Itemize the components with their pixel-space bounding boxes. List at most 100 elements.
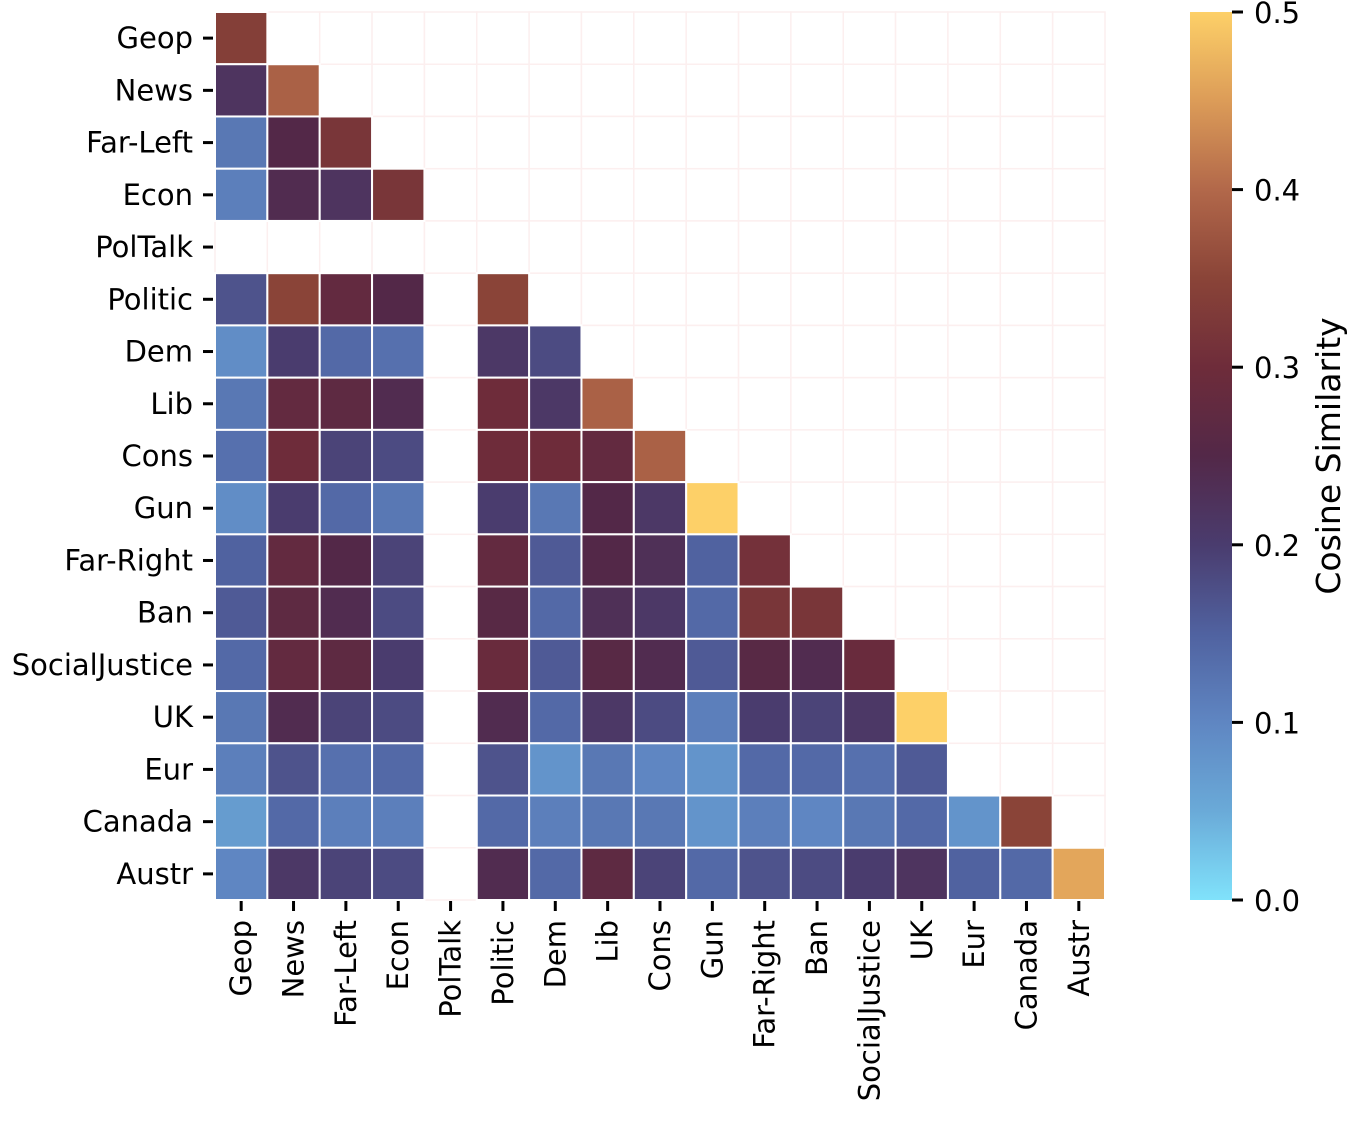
grid-cell-background (371, 115, 426, 170)
heatmap-cell-Politic-Econ (371, 272, 426, 327)
x-tick-label: SocialJustice (852, 920, 886, 1101)
grid-cell-background (1051, 533, 1106, 588)
grid-cell-background (947, 376, 1002, 431)
heatmap-cell-Lib-Dem (528, 376, 583, 431)
heatmap-cell-Dem-News (266, 324, 321, 379)
grid-cell-background (999, 742, 1054, 797)
grid-cell-background (685, 167, 740, 222)
grid-cell-background (894, 63, 949, 118)
y-tick-label: News (115, 73, 193, 107)
heatmap-cell-UK-Far-Left (318, 690, 374, 745)
heatmap-cell-Politic-News (266, 272, 321, 327)
heatmap-cell-Canada-Gun (685, 794, 740, 849)
heatmap-cell-Eur-Gun (685, 742, 740, 797)
heatmap-cell-UK-Geop (214, 690, 269, 745)
heatmap-cell-Canada-Geop (214, 794, 269, 849)
grid-cell-background (580, 272, 635, 327)
x-tick-label: Lib (591, 920, 625, 963)
heatmap-cell-UK-Ban (789, 690, 845, 745)
x-tick-label: Cons (643, 920, 677, 991)
grid-cell-background (580, 324, 635, 379)
grid-cell-background (423, 429, 478, 483)
heatmap-cell-Far-Left-News (266, 115, 321, 170)
heatmap-cell-Dem-Geop (214, 324, 269, 379)
grid-cell-background (685, 324, 740, 379)
grid-cell-background (790, 63, 844, 118)
y-tick-label: PolTalk (95, 230, 193, 264)
grid-cell-background (423, 742, 478, 797)
grid-cell-background (1051, 585, 1106, 640)
grid-cell-background (528, 167, 583, 222)
grid-cell-background (476, 167, 530, 222)
grid-cell-background (1051, 11, 1106, 65)
heatmap-cell-Dem-Econ (371, 324, 426, 379)
colorbar-tick-label: 0.0 (1254, 884, 1300, 918)
heatmap-cell-Canada-SocialJustice (842, 794, 897, 849)
grid-cell-background (423, 376, 478, 431)
heatmap-cell-SocialJustice-Econ (371, 637, 426, 693)
heatmap-cell-UK-Gun (685, 690, 740, 745)
y-axis-labels: Geop News Far-Left Econ PolTalk Politic Dem Lib… (12, 21, 213, 891)
heatmap-cell-Dem-Politic (475, 324, 531, 379)
grid-cell-background (947, 272, 1002, 327)
heatmap-cell-SocialJustice-Lib (580, 637, 635, 693)
grid-cell-background (947, 324, 1002, 379)
grid-cell-background (528, 115, 583, 170)
heatmap-cell-Econ-Econ (371, 167, 426, 222)
y-tick-label: Geop (117, 21, 193, 55)
grid-cell-background (685, 115, 740, 170)
grid-cell-background (790, 272, 844, 327)
grid-cell-background (528, 220, 583, 274)
grid-cell-background (947, 63, 1002, 118)
heatmap-cell-Far-Right-Gun (685, 533, 740, 588)
grid-cell-background (947, 220, 1002, 274)
grid-cell-background (685, 376, 740, 431)
y-tick-label: Lib (150, 387, 193, 421)
x-tick-label: Politic (486, 920, 520, 1006)
y-tick-label: SocialJustice (12, 648, 193, 682)
heatmap-cell-Austr-Austr (1051, 846, 1107, 902)
grid-cell-background (423, 324, 478, 379)
heatmap-cell-Far-Right-Lib (580, 533, 635, 588)
grid-cell-background (947, 638, 1002, 692)
grid-cell-background (685, 272, 740, 327)
heatmap-cell-Canada-Cons (632, 794, 688, 849)
grid-cell-background (999, 585, 1054, 640)
heatmap-cell-Austr-Far-Right (737, 846, 792, 902)
heatmap-cell-Cons-Econ (371, 428, 426, 484)
grid-cell-background (580, 11, 635, 65)
heatmap-cell-SocialJustice-Ban (789, 637, 845, 693)
heatmap-cell-Canada-Econ (371, 794, 426, 849)
heatmap-cell-UK-SocialJustice (842, 690, 897, 745)
grid-cell-background (423, 272, 478, 327)
grid-cell-background (947, 429, 1002, 483)
grid-cell-background (947, 167, 1002, 222)
grid-cell-background (999, 376, 1054, 431)
grid-cell-background (1051, 794, 1106, 849)
grid-cell-background (790, 429, 844, 483)
grid-cell-background (1051, 167, 1106, 222)
grid-cell-background (842, 11, 897, 65)
heatmap-cell-Gun-Econ (371, 481, 426, 536)
heatmap-cell-Cons-Geop (214, 428, 269, 484)
grid-cell-background (842, 167, 897, 222)
colorbar-gradient (1190, 12, 1232, 900)
heatmap-cell-Far-Right-Cons (632, 533, 688, 588)
heatmap-cell-Econ-Geop (214, 167, 269, 222)
grid-cell-background (894, 11, 949, 65)
grid-cell-background (894, 167, 949, 222)
heatmap-cell-Canada-News (266, 794, 321, 849)
grid-cell-background (423, 115, 478, 170)
heatmap-cells (214, 11, 1107, 902)
grid-cell-background (476, 11, 530, 65)
grid-cell-background (423, 63, 478, 118)
heatmap-cell-Austr-Lib (580, 846, 635, 902)
grid-cell-background (1051, 481, 1106, 536)
heatmap-cell-UK-Dem (528, 690, 583, 745)
grid-cell-background (842, 376, 897, 431)
heatmap-cell-Eur-Politic (475, 742, 531, 797)
grid-cell-background (633, 376, 687, 431)
grid-cell-background (790, 220, 844, 274)
grid-cell-background (1051, 742, 1106, 797)
